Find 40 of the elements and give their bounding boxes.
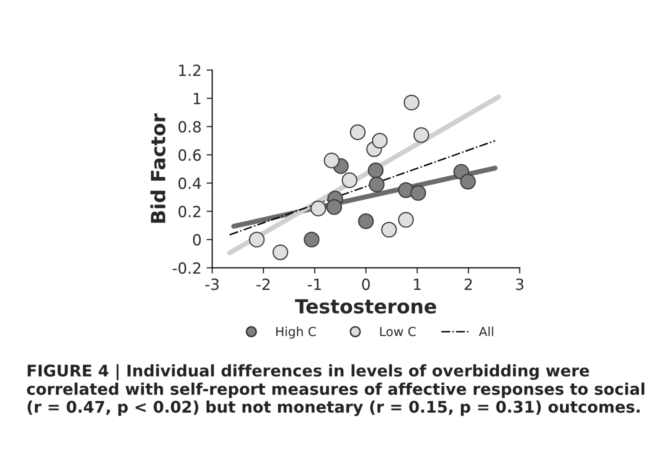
y-tick-label: -0.2	[172, 262, 200, 274]
y-tick-label: 0.6	[178, 149, 201, 161]
point	[381, 222, 397, 238]
point	[248, 232, 265, 248]
y-tick-label: 0.2	[178, 206, 200, 218]
point	[324, 152, 340, 168]
point	[398, 212, 414, 228]
y-tick-label: 1.2	[179, 64, 200, 76]
caption: FIGURE 4 | Individual differences in levels of overbidding were correlated with self-report measures of affective responses to social (r = 0.47, p < 0.02) but not monetary (r = 0.15, p = 0.31) outcomes.	[26, 364, 644, 416]
x-tick-label: 2	[464, 278, 472, 290]
point	[398, 182, 414, 198]
x-tick-label: 0	[362, 278, 370, 290]
legend-label: Low C	[380, 326, 416, 336]
x-axis-title: Testosterone	[294, 299, 436, 314]
point	[342, 172, 358, 188]
y-tick-label: 0.4	[178, 178, 201, 190]
point	[326, 199, 342, 215]
point	[368, 176, 385, 192]
point	[372, 132, 388, 149]
point	[368, 162, 384, 178]
x-tick-label: 1	[414, 278, 421, 290]
y-axis-title: Bid Factor	[150, 113, 166, 223]
point	[460, 174, 476, 190]
y-tick-label: 0	[193, 234, 201, 246]
point	[310, 200, 326, 216]
point	[272, 244, 288, 260]
x-tick-label: 3	[516, 278, 524, 290]
point	[304, 232, 320, 248]
point	[413, 127, 430, 143]
legend-label: High C	[276, 326, 316, 339]
x-tick-label: -1	[308, 278, 321, 290]
x-tick-label: -2	[256, 278, 270, 290]
y-tick-label: 0.8	[178, 121, 201, 133]
point	[358, 213, 374, 230]
legend-label: All	[478, 326, 494, 336]
point	[404, 94, 420, 110]
point	[410, 185, 426, 201]
y-tick-label: 1	[194, 92, 200, 104]
point	[350, 124, 366, 140]
x-tick-label: -3	[205, 278, 219, 290]
